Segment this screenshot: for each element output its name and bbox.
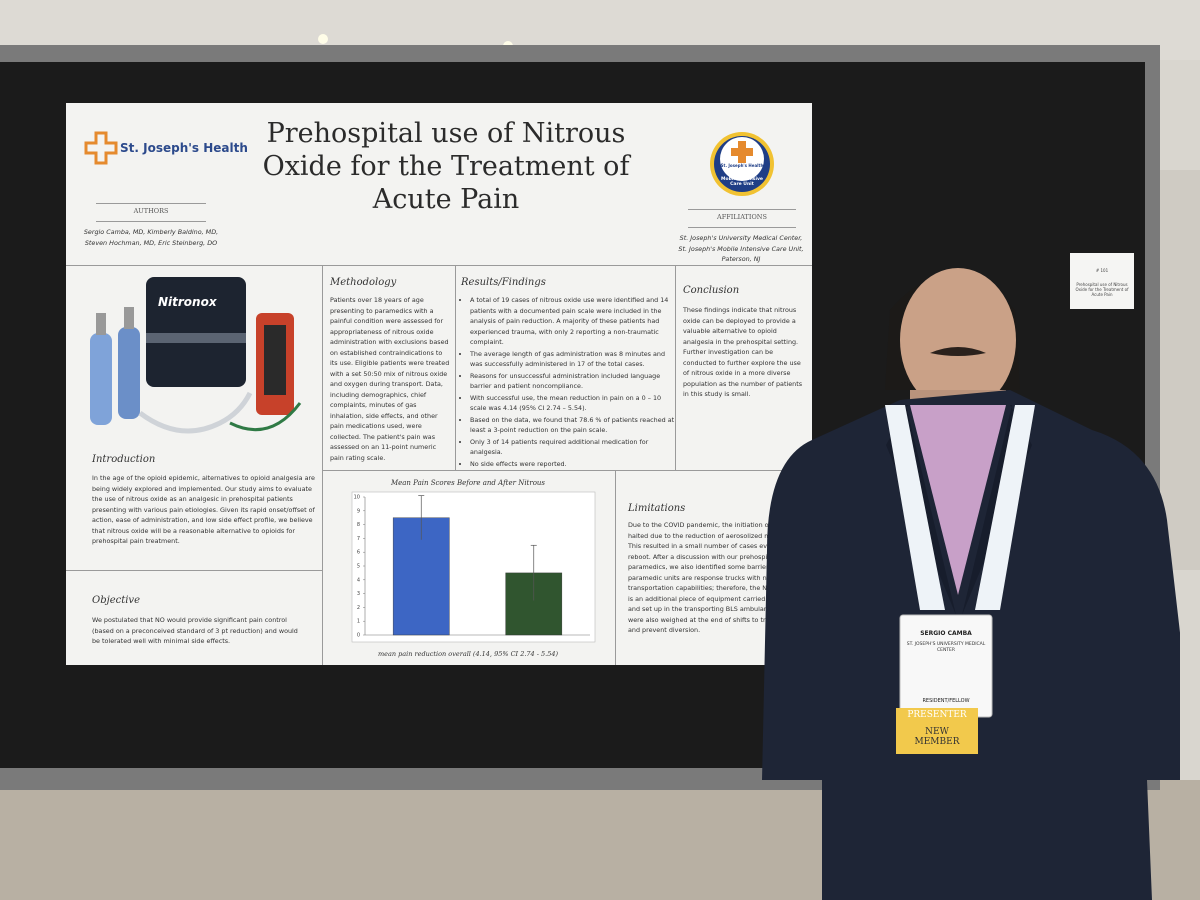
title-line: Oxide for the Treatment of	[262, 151, 630, 182]
authors: Sergio Camba, MD, Kimberly Baldino, MD, S…	[71, 227, 231, 248]
limitations-heading: Limitations	[628, 503, 686, 514]
title-line: Prehospital use of Nitrous	[266, 118, 626, 149]
limitation-line: halted due to the reduction of aerosoliz…	[628, 531, 792, 540]
methodology-text: Patients over 18 years of age presenting…	[330, 296, 450, 462]
poster-title: Prehospital use of Nitrous Oxide for the …	[236, 117, 656, 216]
objective-heading: Objective	[92, 595, 141, 606]
y-tick-label: 4	[357, 577, 360, 583]
result-bullet: The average length of gas administration…	[470, 349, 678, 370]
y-tick-label: 9	[357, 508, 360, 514]
affiliations: St. Joseph's University Medical Center, S…	[666, 233, 816, 265]
introduction-text: In the age of the opioid epidemic, alter…	[92, 474, 315, 545]
limitation-line: and prevent diversion.	[628, 626, 701, 634]
result-bullet: Reasons for unsuccessful administration …	[470, 371, 678, 392]
y-tick-label: 10	[354, 495, 360, 501]
methodology-heading: Methodology	[330, 277, 397, 288]
product-label: Nitronox	[158, 295, 217, 309]
objective-text: We postulated that NO would provide sign…	[92, 616, 298, 645]
chart-title: Mean Pain Scores Before and After Nitrou…	[390, 479, 545, 487]
result-bullet: A total of 19 cases of nitrous oxide use…	[470, 295, 678, 348]
author-line: Sergio Camba, MD, Kimberly Baldino, MD,	[83, 228, 219, 236]
y-tick-label: 5	[357, 564, 360, 570]
limitation-line: transportation capabilities; therefore, …	[628, 584, 782, 592]
limitation-line: paramedic units are response trucks with…	[628, 573, 771, 582]
result-bullet: No side effects were reported.	[470, 459, 678, 470]
y-tick-label: 0	[357, 633, 360, 639]
chart: Mean Pain Scores Before and After Nitrou…	[351, 479, 596, 658]
badge-name: SERGIO CAMBA	[920, 630, 972, 637]
results-list: A total of 19 cases of nitrous oxide use…	[461, 295, 678, 470]
limitation-line: is an additional piece of equipment carr…	[628, 594, 783, 603]
ribbon-new-member: NEW MEMBER	[914, 727, 960, 747]
y-tick-label: 7	[357, 536, 360, 542]
conclusion-heading: Conclusion	[683, 285, 740, 296]
person	[762, 268, 1180, 900]
sign-card	[1070, 253, 1134, 309]
results-heading: Results/Findings	[461, 277, 546, 288]
authors-heading: AUTHORS	[133, 207, 169, 215]
limitation-line: and set up in the transporting BLS ambul…	[628, 605, 784, 613]
logo-cross	[84, 131, 118, 165]
badge-role: RESIDENT/FELLOW	[922, 698, 970, 704]
sign-number: # 101	[1095, 268, 1109, 273]
limitation-line: reboot. After a discussion with our preh…	[628, 552, 776, 561]
affiliations-heading: AFFILIATIONS	[717, 213, 767, 221]
unit-badge	[710, 132, 774, 196]
affiliation-line: St. Joseph's Mobile Intensive Care Unit,	[678, 244, 804, 253]
introduction-heading: Introduction	[92, 454, 156, 465]
y-tick-label: 1	[357, 619, 360, 625]
title-line: Acute Pain	[372, 184, 520, 215]
poster: St. Joseph's Health Prehospital use of N…	[66, 103, 812, 665]
ribbon-presenter: PRESENTER	[907, 710, 967, 720]
unit-badge-top: St. Joseph's Health	[720, 163, 764, 168]
limitation-line: paramedics, we also identified some barr…	[628, 563, 786, 571]
badge-affiliation: ST. JOSEPH'S UNIVERSITY MEDICAL CENTER	[906, 642, 986, 653]
affiliation-line: St. Joseph's University Medical Center,	[679, 234, 803, 242]
result-bullet: Only 3 of 14 patients required additiona…	[470, 437, 678, 458]
conclusion-text: These findings indicate that nitrous oxi…	[683, 306, 803, 398]
affiliation-line: Paterson, NJ	[721, 255, 761, 263]
limitation-line: were also weighed at the end of shifts t…	[628, 615, 783, 624]
author-line: Steven Hochman, MD, Eric Steinberg, DO	[84, 238, 218, 247]
product-image	[90, 277, 302, 434]
unit-badge-bottom: Mobile Intensive Care Unit	[721, 177, 763, 187]
y-tick-label: 2	[357, 605, 360, 611]
y-tick-label: 3	[357, 591, 360, 597]
result-bullet: Based on the data, we found that 78.6 % …	[470, 415, 678, 436]
organization: St. Joseph's Health	[120, 141, 248, 155]
limitation-line: Due to the COVID pandemic, the initiatio…	[628, 521, 795, 529]
y-tick-label: 6	[357, 550, 360, 556]
y-tick-label: 8	[357, 522, 360, 528]
limitation-line: This resulted in a small number of cases…	[628, 542, 793, 550]
ceiling-light	[318, 34, 328, 44]
limitations-text: Due to the COVID pandemic, the initiatio…	[628, 520, 812, 636]
sign-text: Prehospital use of Nitrous Oxide for the…	[1075, 282, 1129, 297]
result-bullet: With successful use, the mean reduction …	[470, 393, 678, 414]
chart-caption: mean pain reduction overall (4.14, 95% C…	[378, 650, 558, 658]
